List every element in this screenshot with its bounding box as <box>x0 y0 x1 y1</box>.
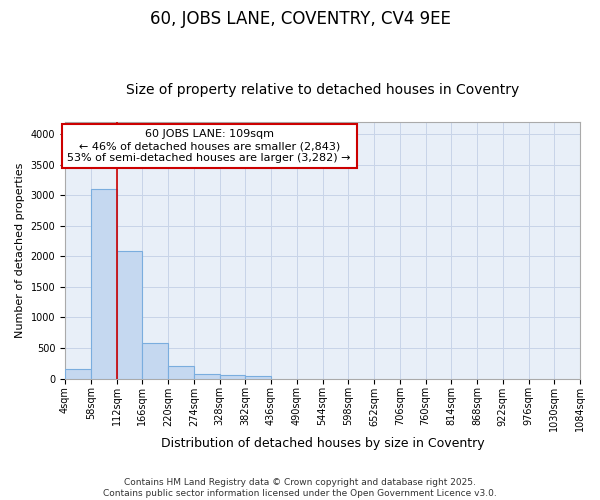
Y-axis label: Number of detached properties: Number of detached properties <box>15 162 25 338</box>
Text: Contains HM Land Registry data © Crown copyright and database right 2025.
Contai: Contains HM Land Registry data © Crown c… <box>103 478 497 498</box>
Bar <box>220 375 245 378</box>
Title: Size of property relative to detached houses in Coventry: Size of property relative to detached ho… <box>126 83 519 97</box>
Bar <box>245 376 271 378</box>
Text: 60 JOBS LANE: 109sqm
← 46% of detached houses are smaller (2,843)
53% of semi-de: 60 JOBS LANE: 109sqm ← 46% of detached h… <box>67 130 351 162</box>
Text: 60, JOBS LANE, COVENTRY, CV4 9EE: 60, JOBS LANE, COVENTRY, CV4 9EE <box>149 10 451 28</box>
Bar <box>65 370 91 378</box>
Bar <box>168 366 194 378</box>
Bar <box>91 189 116 378</box>
Bar <box>116 252 142 378</box>
X-axis label: Distribution of detached houses by size in Coventry: Distribution of detached houses by size … <box>161 437 484 450</box>
Bar <box>142 343 168 378</box>
Bar <box>194 374 220 378</box>
